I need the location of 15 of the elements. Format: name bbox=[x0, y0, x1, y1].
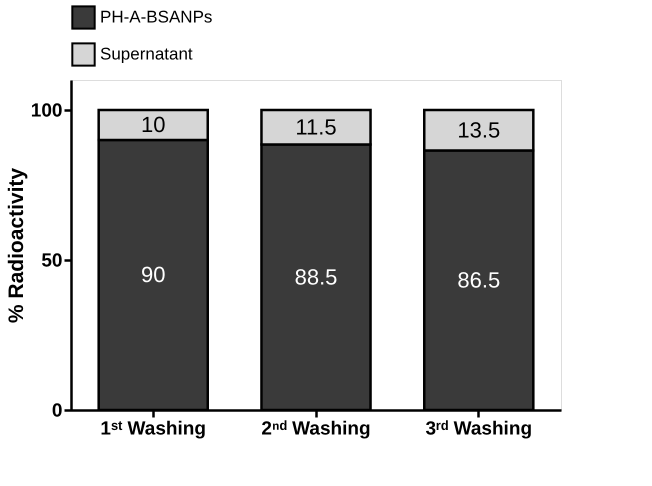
data-label: 90 bbox=[140, 262, 166, 287]
data-label: 88.5 bbox=[294, 264, 338, 290]
data-label: 11.5 bbox=[295, 114, 337, 140]
legend-label: PH-A-BSANPs bbox=[100, 8, 212, 26]
y-axis-title: % Radioactivity bbox=[4, 168, 28, 324]
y-tick-label: 100 bbox=[30, 100, 62, 122]
x-tick-label: 3ʳᵈ Washing bbox=[426, 418, 532, 440]
legend-label: Supernatant bbox=[100, 44, 193, 64]
data-label: 10 bbox=[140, 112, 166, 137]
x-tick-label: 2ⁿᵈ Washing bbox=[261, 418, 371, 440]
y-tick-label: 50 bbox=[41, 250, 62, 272]
data-label: 86.5 bbox=[457, 267, 500, 292]
y-tick-label: 0 bbox=[52, 400, 62, 422]
data-label: 13.5 bbox=[457, 117, 500, 142]
x-tick-label: 1ˢᵗ Washing bbox=[100, 418, 206, 440]
